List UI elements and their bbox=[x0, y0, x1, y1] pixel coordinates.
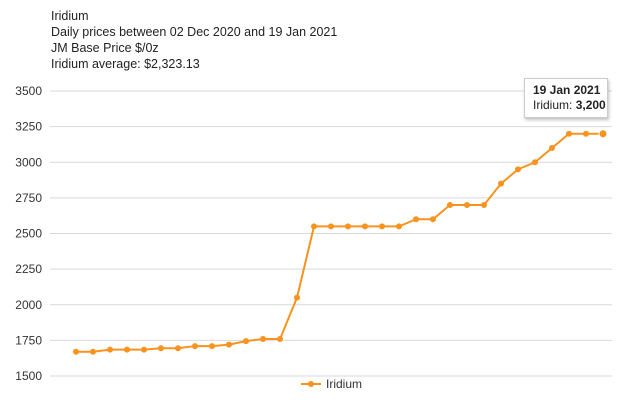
data-point[interactable] bbox=[447, 202, 453, 208]
data-tooltip: 19 Jan 2021 Iridium: 3,200 bbox=[524, 78, 608, 118]
data-point[interactable] bbox=[209, 343, 215, 350]
y-tick-label: 3000 bbox=[15, 155, 42, 169]
data-point[interactable] bbox=[464, 202, 470, 208]
data-point[interactable] bbox=[362, 223, 368, 230]
data-point[interactable] bbox=[583, 130, 589, 137]
data-point[interactable] bbox=[345, 223, 351, 230]
y-tick-label: 1750 bbox=[15, 333, 42, 347]
data-point[interactable] bbox=[294, 294, 300, 301]
tooltip-series-row: Iridium: 3,200 bbox=[533, 98, 606, 113]
y-axis-tick-labels: 1500 1750 2000 2250 2500 2750 3000 3250 3500 bbox=[15, 84, 42, 383]
legend-marker-swatch bbox=[308, 381, 314, 387]
series-line-iridium bbox=[76, 132, 603, 353]
data-point[interactable] bbox=[598, 129, 608, 139]
data-point[interactable] bbox=[175, 345, 181, 352]
data-point[interactable] bbox=[90, 348, 96, 355]
data-point[interactable] bbox=[532, 159, 538, 166]
data-point[interactable] bbox=[260, 335, 266, 342]
chart-subtitle-price-basis: JM Base Price $/0z bbox=[51, 41, 159, 55]
data-point[interactable] bbox=[413, 216, 419, 223]
legend-label-iridium: Iridium bbox=[326, 377, 362, 391]
y-tick-label: 1500 bbox=[15, 369, 42, 383]
chart-title: Iridium bbox=[51, 9, 89, 23]
grid-lines bbox=[50, 90, 612, 377]
y-tick-label: 2000 bbox=[15, 298, 42, 312]
chart-subtitle-average: Iridium average: $2,323.13 bbox=[51, 57, 200, 71]
legend[interactable]: Iridium bbox=[301, 377, 362, 391]
data-point[interactable] bbox=[141, 346, 147, 353]
data-point[interactable] bbox=[124, 346, 130, 353]
chart-subtitle-date-range: Daily prices between 02 Dec 2020 and 19 … bbox=[51, 25, 338, 39]
data-point[interactable] bbox=[311, 223, 317, 230]
data-point[interactable] bbox=[328, 223, 334, 230]
series-layer bbox=[73, 129, 608, 355]
y-tick-label: 2750 bbox=[15, 191, 42, 205]
y-tick-label: 3500 bbox=[15, 84, 42, 98]
data-point[interactable] bbox=[481, 202, 487, 208]
data-point[interactable] bbox=[73, 348, 79, 355]
data-point[interactable] bbox=[158, 345, 164, 352]
data-point[interactable] bbox=[192, 343, 198, 350]
data-point[interactable] bbox=[107, 346, 113, 353]
data-point[interactable] bbox=[498, 180, 504, 187]
data-point[interactable] bbox=[379, 223, 385, 230]
data-point[interactable] bbox=[515, 166, 521, 173]
y-tick-label: 2250 bbox=[15, 262, 42, 276]
data-point[interactable] bbox=[396, 223, 402, 230]
data-point[interactable] bbox=[226, 341, 232, 348]
data-point[interactable] bbox=[566, 130, 572, 137]
data-point[interactable] bbox=[549, 145, 555, 151]
tooltip-series-label: Iridium: bbox=[533, 98, 573, 112]
data-point[interactable] bbox=[243, 338, 249, 345]
tooltip-date: 19 Jan 2021 bbox=[533, 83, 601, 97]
chart-header: Iridium Daily prices between 02 Dec 2020… bbox=[51, 8, 337, 72]
y-tick-label: 3250 bbox=[15, 120, 42, 134]
tooltip-value: 3,200 bbox=[575, 98, 606, 112]
data-point[interactable] bbox=[277, 335, 283, 342]
data-point[interactable] bbox=[430, 216, 436, 223]
y-tick-label: 2500 bbox=[15, 227, 42, 241]
